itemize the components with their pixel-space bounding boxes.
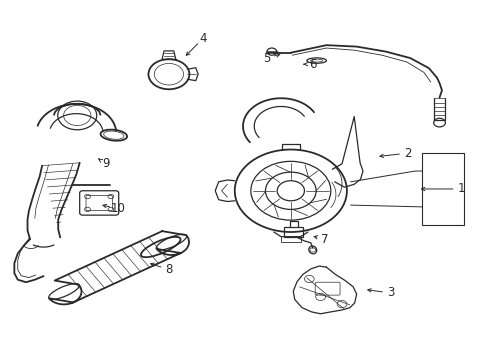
Bar bbox=[283, 227, 303, 237]
Text: 2: 2 bbox=[403, 147, 411, 159]
Text: 1: 1 bbox=[457, 183, 464, 195]
Text: 7: 7 bbox=[321, 233, 328, 246]
Text: 9: 9 bbox=[102, 157, 109, 170]
Text: 4: 4 bbox=[199, 32, 206, 45]
Text: 3: 3 bbox=[386, 287, 394, 300]
Text: 10: 10 bbox=[110, 202, 125, 215]
Text: 5: 5 bbox=[262, 51, 269, 64]
Text: 8: 8 bbox=[165, 263, 172, 276]
Text: 6: 6 bbox=[308, 58, 316, 71]
Bar bbox=[422, 153, 463, 225]
